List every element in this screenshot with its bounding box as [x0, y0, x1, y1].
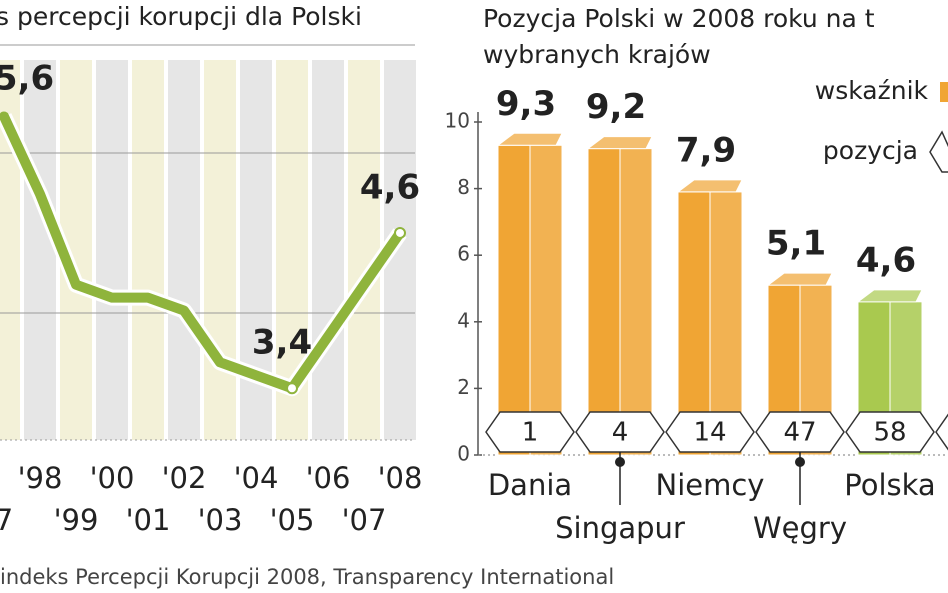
connector-dot: [615, 457, 625, 467]
bar: [586, 136, 653, 456]
bar: [676, 179, 743, 456]
x-tick-label: Dania: [488, 468, 572, 502]
chart-title: Pozycja Polski w 2008 roku na t: [483, 4, 875, 33]
data-label: 3,4: [252, 323, 312, 363]
data-label: 9,2: [586, 87, 646, 127]
data-label: 4,6: [360, 167, 420, 207]
x-tick-label: '05: [270, 503, 315, 537]
chart-subtitle: wybranych krajów: [483, 40, 711, 69]
bar-top: [766, 272, 833, 286]
x-tick-label: '04: [234, 461, 279, 495]
legend-label: pozycja: [823, 136, 918, 165]
y-tick-label: 0: [457, 442, 470, 466]
bar-left: [497, 144, 531, 456]
bg-column: [348, 60, 380, 440]
legend-swatch: [940, 82, 948, 102]
x-tick-label: '02: [162, 461, 207, 495]
rank-hexagon: [935, 413, 948, 451]
bar-top: [496, 132, 563, 146]
rank-label: 58: [873, 418, 906, 448]
x-tick-label: '99: [54, 503, 99, 537]
data-label: 5,1: [766, 224, 826, 264]
line: [0, 111, 405, 394]
point: [286, 382, 298, 395]
x-tick-label: Polska: [844, 468, 935, 502]
point: [394, 226, 406, 239]
legend-hexagon: [929, 130, 948, 173]
bg-column: [312, 60, 344, 440]
bar-top: [856, 289, 923, 303]
chart-title: s percepcji korupcji dla Polski: [0, 2, 362, 31]
bar-left: [587, 148, 621, 456]
data-label: 5,6: [0, 59, 54, 99]
bg-column: [24, 60, 56, 440]
x-tick-label: '08: [378, 461, 423, 495]
y-tick-label: 2: [457, 375, 470, 399]
rank-hexagon: [665, 411, 755, 453]
x-tick-label: '98: [18, 461, 63, 495]
data-label: 4,6: [856, 240, 916, 280]
x-tick-label: '01: [126, 503, 171, 537]
bar: [496, 132, 563, 456]
x-tick-label: Niemcy: [656, 468, 765, 502]
y-tick-label: 4: [457, 308, 470, 332]
bg-column: [132, 60, 164, 440]
data-label: 7,9: [676, 130, 736, 170]
y-tick-label: 10: [445, 109, 470, 133]
x-tick-label: Węgry: [753, 511, 847, 545]
x-tick-label: '00: [90, 461, 135, 495]
rank-hexagon: [575, 411, 665, 453]
data-label: 9,3: [496, 84, 556, 124]
bar-right: [619, 148, 653, 456]
bar-right: [529, 144, 563, 456]
bar-right: [709, 191, 743, 456]
rank-hexagon: [845, 411, 935, 453]
source: indeks Percepcji Korupcji 2008, Transpar…: [0, 565, 614, 589]
legend-label: wskaźnik: [815, 76, 929, 105]
bar-top: [586, 136, 653, 150]
x-tick-label: '06: [306, 461, 351, 495]
bg-column: [204, 60, 236, 440]
rank-label: 1: [522, 418, 539, 448]
x-tick-label: 7: [0, 503, 13, 537]
bg-column: [168, 60, 200, 440]
y-tick-label: 6: [457, 242, 470, 266]
bg-column: [96, 60, 128, 440]
bar-top: [676, 179, 743, 193]
rank-label: 14: [693, 418, 726, 448]
rank-label: 4: [612, 418, 629, 448]
y-tick-label: 8: [457, 175, 470, 199]
connector-dot: [795, 457, 805, 467]
x-tick-label: '07: [342, 503, 387, 537]
rank-hexagon: [485, 411, 575, 453]
rank-label: 47: [783, 418, 816, 448]
x-tick-label: Singapur: [555, 511, 685, 545]
rank-hexagon: [755, 411, 845, 453]
x-tick-label: '03: [198, 503, 243, 537]
